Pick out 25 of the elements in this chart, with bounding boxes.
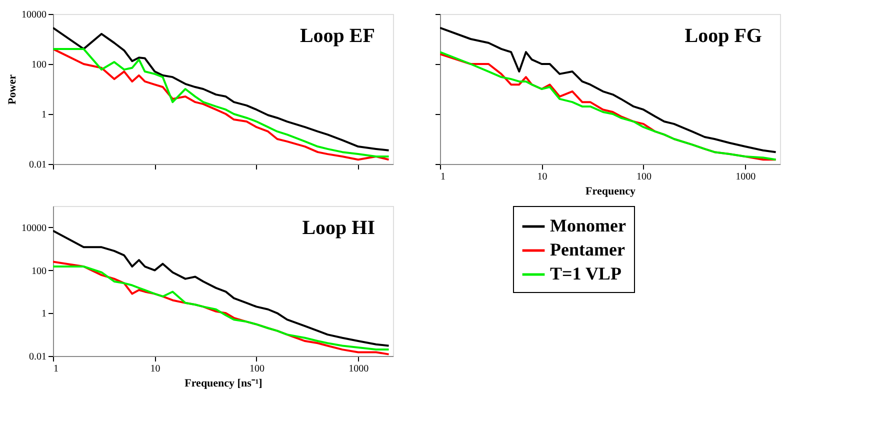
y-tick-label: 100 [32,60,46,70]
annotation: Loop EF [300,25,375,47]
x-tick-label: 100 [249,364,264,374]
x-tick-label: 1000 [348,364,369,374]
x-tick-label: 1000 [736,172,756,182]
x-tick-label: 10 [150,364,160,374]
y-tick-label: 0.01 [29,352,46,362]
x-tick-label: 10 [537,172,548,182]
y-tick-label: 1 [42,308,46,320]
y-tick-label: 10000 [22,10,46,20]
x-axis-title: Frequency [ns⁻¹] [184,378,262,390]
annotation: Loop HI [302,217,376,239]
x-tick-label: 1 [440,172,446,182]
x-axis-title: Frequency [586,186,636,198]
y-tick-label: 100 [32,266,46,277]
y-tick-label: 10000 [22,222,46,234]
y-tick-label: 0.01 [29,160,46,170]
legend-label: Monomer [550,216,626,236]
annotation: Loop FG [684,25,762,47]
x-tick-label: 100 [636,172,652,182]
y-tick-label: 1 [42,110,46,120]
y-axis-title: Power [6,74,18,104]
legend-label: T=1 VLP [550,264,622,284]
legend-label: Pentamer [550,240,625,260]
x-tick-label: 1 [54,364,58,374]
